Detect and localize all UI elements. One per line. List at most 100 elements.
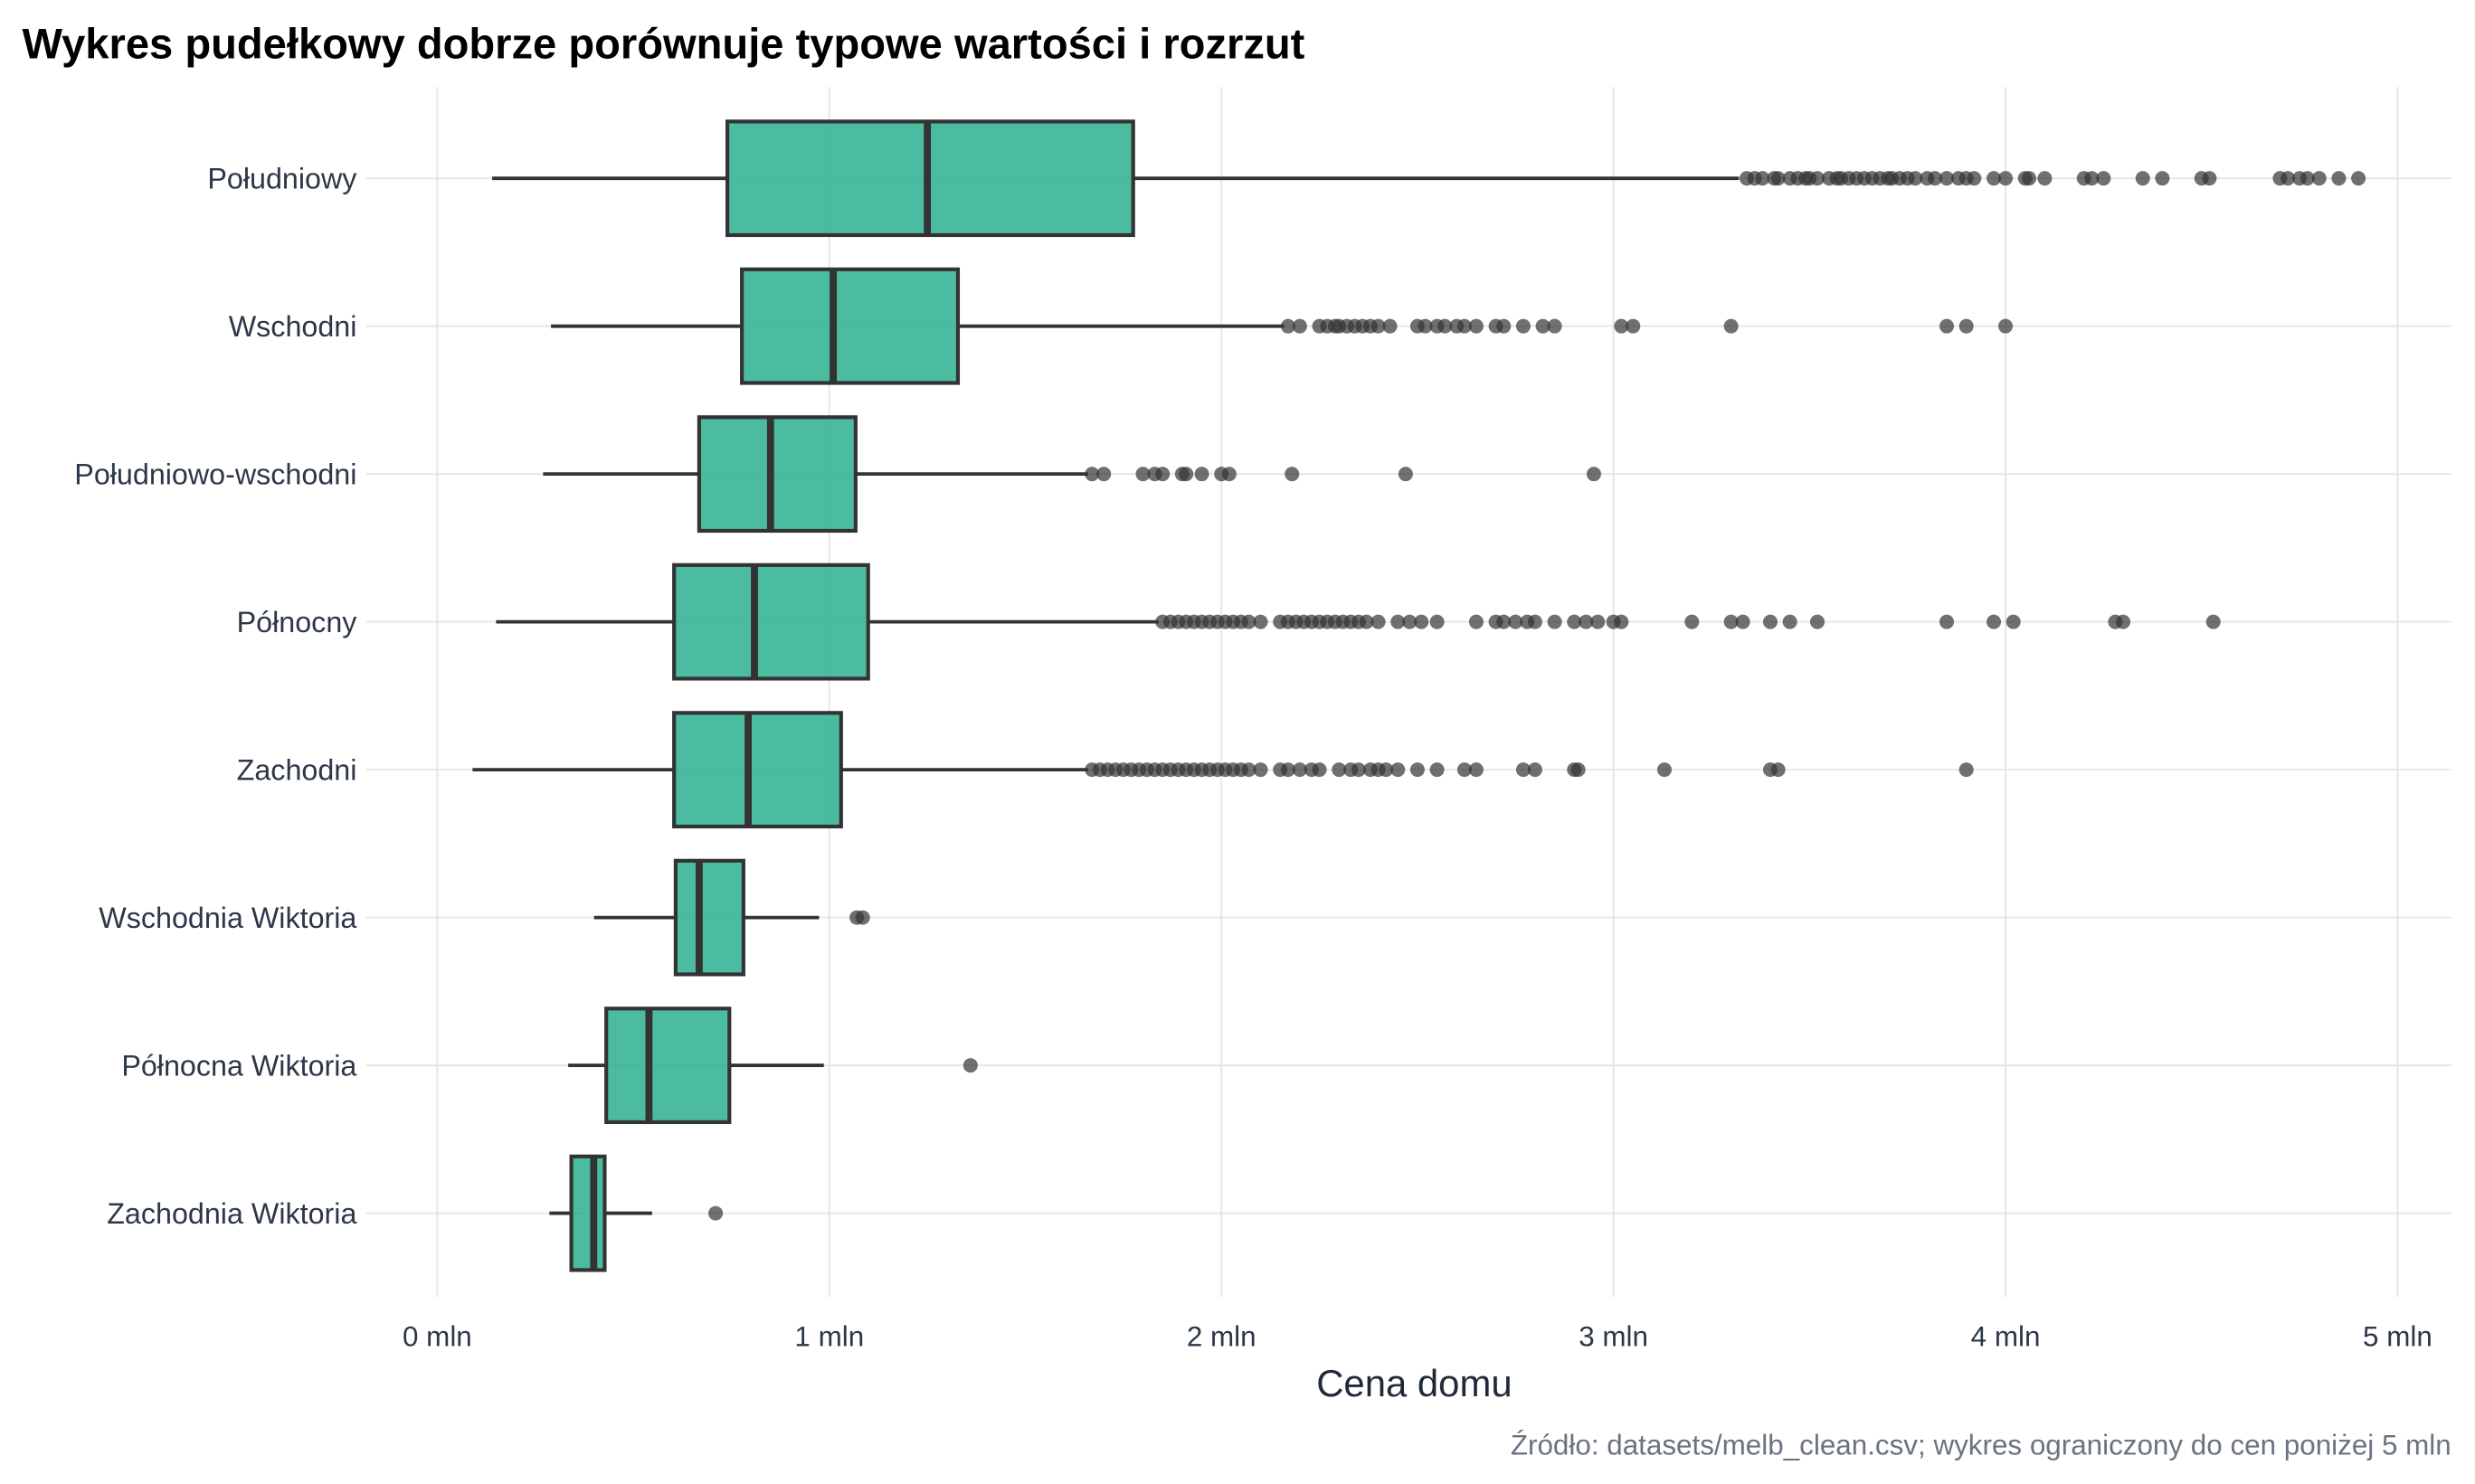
outlier-point xyxy=(2155,171,2170,186)
outlier-point xyxy=(1755,171,1770,186)
outlier-point xyxy=(1280,762,1295,778)
outlier-point xyxy=(1359,614,1374,629)
outlier-point xyxy=(1590,614,1606,629)
outlier-point xyxy=(1908,171,1923,186)
box xyxy=(673,858,745,977)
outlier-point xyxy=(1967,171,1982,186)
x-tick-label: 0 mln xyxy=(403,1320,472,1352)
box-group xyxy=(593,858,870,977)
outlier-point xyxy=(1312,762,1327,778)
outlier-point xyxy=(1723,614,1739,629)
outlier-point xyxy=(1194,467,1209,482)
outlier-point xyxy=(1096,467,1112,482)
outlier-point xyxy=(1379,762,1394,778)
outlier-point xyxy=(1179,467,1194,482)
outlier-point xyxy=(1429,614,1445,629)
y-axis-label: Zachodnia Wiktoria xyxy=(107,1197,356,1230)
outlier-point xyxy=(1508,614,1523,629)
outlier-point xyxy=(1626,318,1641,334)
outlier-point xyxy=(2022,171,2037,186)
outlier-point xyxy=(1241,614,1256,629)
outlier-point xyxy=(1570,762,1586,778)
outlier-point xyxy=(1567,614,1582,629)
outlier-point xyxy=(1723,318,1739,334)
outlier-point xyxy=(1515,318,1531,334)
outlier-point xyxy=(962,1058,978,1073)
y-axis-label: Południowo-wschodni xyxy=(74,458,356,490)
y-axis-label: Południowy xyxy=(207,163,357,195)
outlier-point xyxy=(1221,467,1237,482)
y-axis-label: Północny xyxy=(237,606,358,638)
outlier-point xyxy=(1085,467,1100,482)
outlier-point xyxy=(1762,614,1778,629)
y-axis-label: Wschodni xyxy=(229,310,357,343)
outlier-point xyxy=(1782,614,1797,629)
outlier-point xyxy=(1292,318,1307,334)
outlier-point xyxy=(1998,171,2014,186)
outlier-point xyxy=(1809,171,1825,186)
outlier-point xyxy=(1351,762,1366,778)
box xyxy=(672,562,870,681)
outlier-point xyxy=(1468,762,1484,778)
box-group xyxy=(492,119,2366,238)
outlier-point xyxy=(1939,318,1955,334)
box-group xyxy=(543,415,1601,534)
outlier-point xyxy=(1409,762,1425,778)
outlier-point xyxy=(1547,614,1562,629)
outlier-point xyxy=(1398,467,1413,482)
outlier-point xyxy=(1456,762,1472,778)
outlier-point xyxy=(1579,614,1594,629)
outlier-point xyxy=(1527,762,1542,778)
x-axis-title: Cena domu xyxy=(1316,1362,1512,1404)
outlier-point xyxy=(1939,171,1955,186)
outlier-point xyxy=(2084,171,2100,186)
outlier-point xyxy=(1496,318,1512,334)
outlier-point xyxy=(1370,614,1386,629)
outlier-point xyxy=(2281,171,2296,186)
outlier-point xyxy=(1370,318,1386,334)
outlier-point xyxy=(1414,614,1429,629)
outlier-point xyxy=(1241,762,1256,778)
x-tick-label: 1 mln xyxy=(794,1320,864,1352)
outlier-point xyxy=(1253,762,1268,778)
box-group xyxy=(472,711,1974,829)
outlier-point xyxy=(1285,467,1300,482)
outlier-point xyxy=(2006,614,2021,629)
y-axis-label: Zachodni xyxy=(237,753,357,786)
outlier-point xyxy=(1456,318,1472,334)
box-group xyxy=(496,562,2221,681)
outlier-point xyxy=(1927,171,1943,186)
x-tick-label: 4 mln xyxy=(1971,1320,2041,1352)
outlier-point xyxy=(1998,318,2014,334)
outlier-point xyxy=(708,1205,724,1221)
outlier-point xyxy=(1527,614,1542,629)
box xyxy=(697,415,858,534)
outlier-point xyxy=(855,910,870,925)
outlier-point xyxy=(1939,614,1955,629)
outlier-point xyxy=(2331,171,2347,186)
x-tick-label: 3 mln xyxy=(1579,1320,1648,1352)
box-group xyxy=(568,1007,978,1125)
outlier-point xyxy=(1332,762,1347,778)
outlier-point xyxy=(1986,614,2002,629)
x-axis-ticks: 0 mln 1 mln 2 mln 3 mln 4 mln 5 mln xyxy=(403,1320,2432,1352)
caption: Źródło: datasets/melb_clean.csv; wykres … xyxy=(1511,1430,2451,1461)
outlier-point xyxy=(1155,467,1171,482)
outlier-point xyxy=(1958,762,1974,778)
outlier-point xyxy=(1535,318,1550,334)
outlier-point xyxy=(1402,614,1418,629)
outlier-point xyxy=(1614,318,1629,334)
y-axis-label: Północna Wiktoria xyxy=(121,1049,356,1082)
outlier-point xyxy=(1390,614,1406,629)
outlier-point xyxy=(1496,614,1512,629)
outlier-point xyxy=(1429,762,1445,778)
outlier-point xyxy=(2116,614,2131,629)
outlier-point xyxy=(1958,318,1974,334)
outlier-point xyxy=(1515,762,1531,778)
outlier-point xyxy=(2135,171,2150,186)
outlier-point xyxy=(1437,318,1453,334)
outlier-point xyxy=(2037,171,2053,186)
outlier-point xyxy=(1468,614,1484,629)
chart-title: Wykres pudełkowy dobrze porównuje typowe… xyxy=(22,20,1304,68)
